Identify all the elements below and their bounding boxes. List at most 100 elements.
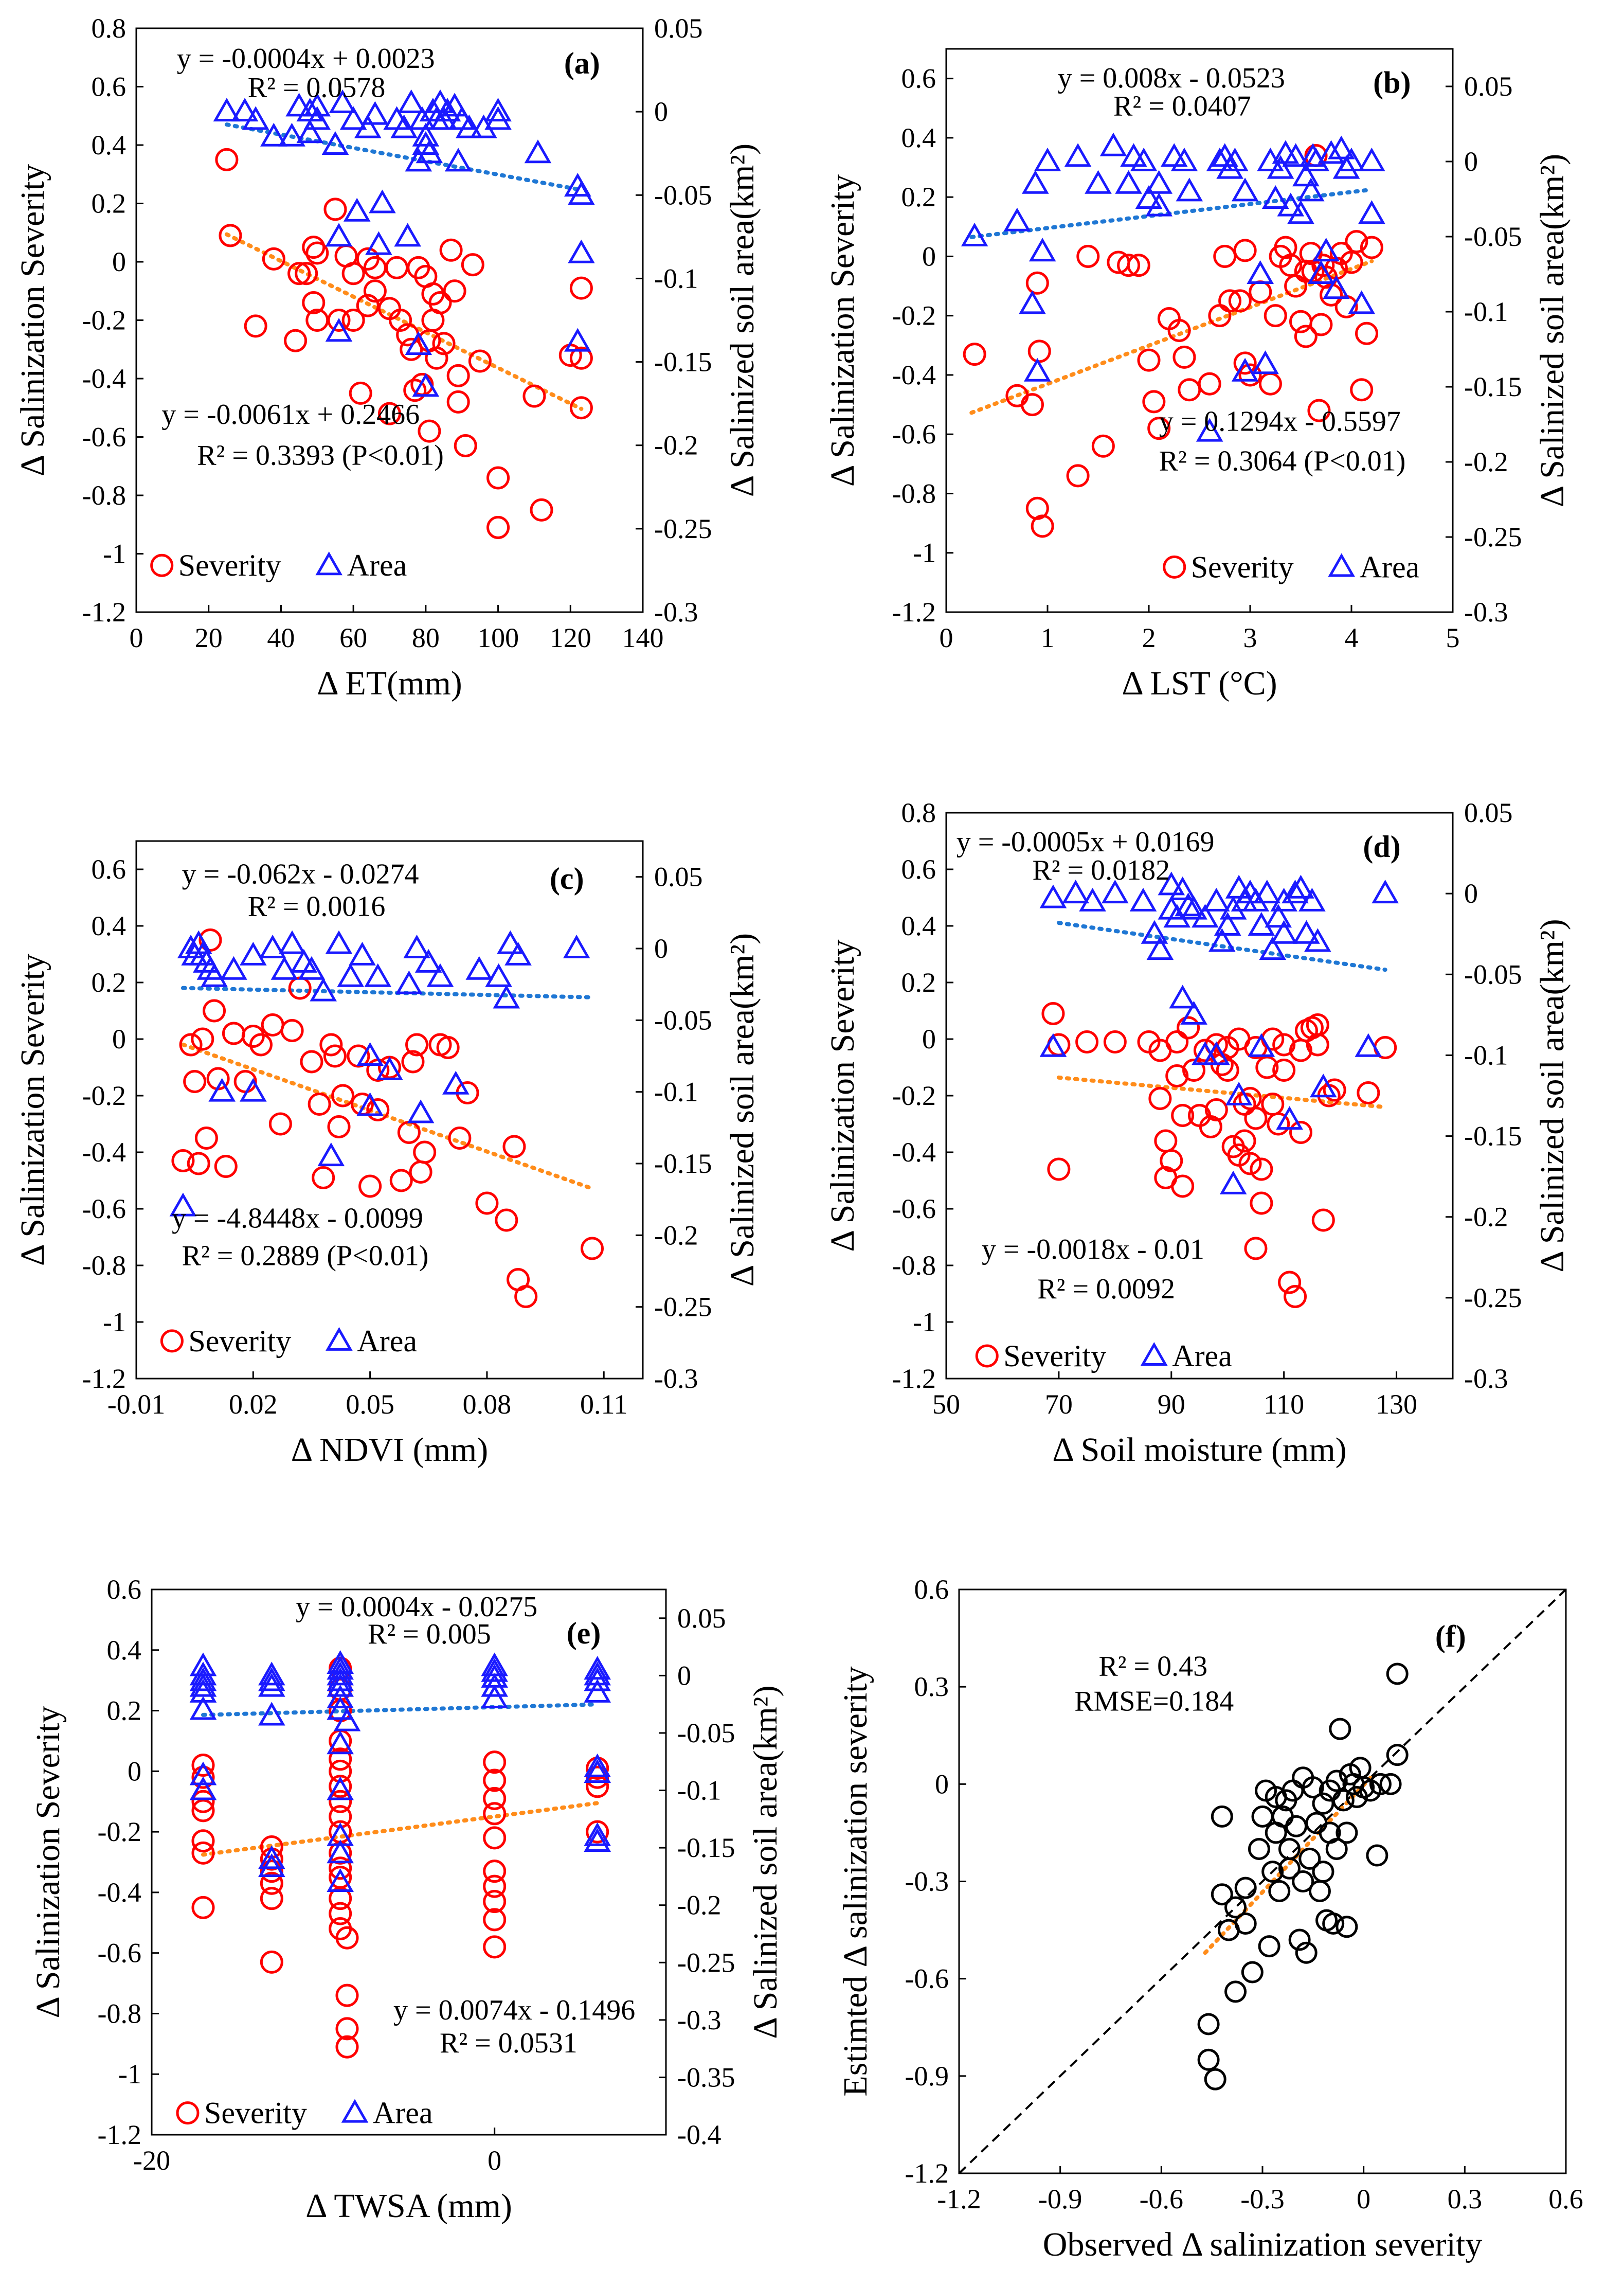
area-point — [169, 1192, 197, 1217]
area-point — [481, 1684, 508, 1708]
area-point — [327, 1868, 354, 1892]
area-point — [231, 98, 259, 122]
severity-point — [1307, 399, 1331, 422]
severity-r2: R² = 0.3393 (P<0.01) — [197, 440, 444, 472]
severity-point — [502, 1135, 526, 1158]
y-tick-label: 0.4 — [901, 122, 936, 153]
severity-point — [1076, 244, 1100, 268]
severity-point — [483, 1874, 507, 1898]
y-tick-label: 0.3 — [914, 1671, 949, 1702]
x-tick-label: 50 — [932, 1389, 960, 1420]
y-right-tick-label: -0.15 — [1464, 1121, 1522, 1152]
area-point — [189, 1696, 217, 1720]
area-point — [356, 1092, 384, 1116]
area-point — [327, 1839, 354, 1864]
severity-point — [443, 279, 466, 303]
area-point — [1158, 871, 1185, 896]
severity-point — [483, 1860, 507, 1883]
chart-panels: 0 20 40 60 80 100 120 140-1.2-1-0.8-0.6-0.4-0.2… — [14, 13, 1583, 2263]
x-tick-label: 20 — [195, 622, 223, 653]
area-equation: y = 0.008x - 0.0523 — [1058, 62, 1285, 94]
area-point — [584, 1822, 611, 1846]
y-tick-label: 0.6 — [92, 854, 127, 885]
severity-point — [284, 329, 308, 352]
area-r2: R² = 0.0182 — [1032, 854, 1170, 886]
y-right-tick-label: -0.15 — [654, 1148, 712, 1179]
area-point — [278, 930, 306, 954]
x-tick-label: -0.9 — [1038, 2184, 1082, 2214]
area-point — [504, 941, 532, 966]
area-point — [1214, 912, 1241, 936]
area-point — [1307, 260, 1335, 284]
area-point — [1003, 207, 1031, 231]
severity-point — [356, 294, 380, 317]
area-point — [568, 239, 595, 263]
area-trendline — [969, 187, 1374, 239]
area-point — [426, 963, 454, 987]
severity-point — [1250, 1191, 1273, 1215]
area-point — [1145, 170, 1173, 194]
y-tick-label: -0.4 — [98, 1877, 141, 1908]
area-point — [258, 1673, 285, 1697]
legend-area-marker — [326, 1327, 353, 1351]
severity-point — [1154, 1129, 1178, 1153]
severity-point — [483, 1908, 507, 1932]
severity-point — [366, 1098, 390, 1121]
area-point — [407, 1099, 435, 1123]
observed-point — [1211, 1883, 1233, 1906]
area-point — [1231, 177, 1259, 202]
area-point — [442, 1070, 470, 1095]
severity-point — [1193, 1039, 1217, 1062]
severity-point — [1216, 1059, 1239, 1082]
y-tick-label: -0.4 — [82, 363, 126, 394]
plot-frame — [135, 840, 644, 1380]
severity-point — [1299, 242, 1323, 265]
severity-point — [329, 1902, 352, 1925]
chart-panel-d: 50 70 90 110 130 -1.2 -1 -0.8 -0.6 -0.4 -0.2 0 0.2 0.… — [824, 797, 1571, 1469]
severity-point — [586, 1820, 609, 1844]
legend: Severity Area — [176, 2096, 433, 2130]
area-point — [1225, 874, 1253, 899]
area-point — [1267, 155, 1294, 179]
area-point — [213, 98, 241, 122]
severity-point — [319, 1033, 343, 1057]
y-tick-label: -1.2 — [82, 597, 126, 628]
legend-area-label: Area — [1172, 1339, 1232, 1373]
chart-panel-c: -0.01 0.02 0.05 0.08 0.11 -1.2 -1 -0.8 -0.6 -0.4 -… — [14, 840, 761, 1469]
severity-point — [461, 253, 484, 277]
area-point — [285, 93, 313, 117]
fit-trendline — [1203, 1772, 1376, 1955]
legend-area-label: Area — [357, 1324, 417, 1358]
severity-point — [1244, 1106, 1268, 1130]
severity-r2: R² = 0.0531 — [440, 2027, 578, 2059]
y-right-tick-label: -0.15 — [654, 347, 712, 378]
legend-area-marker — [1328, 553, 1356, 577]
area-point — [1099, 132, 1127, 156]
severity-point — [1309, 313, 1333, 336]
area-point — [493, 985, 520, 1009]
area-point — [208, 1078, 236, 1102]
severity-point — [483, 1826, 507, 1850]
y-tick-label: 0.6 — [901, 854, 936, 885]
observed-point — [1285, 1815, 1308, 1837]
area-point — [356, 1042, 384, 1066]
area-point — [584, 1667, 611, 1691]
area-point — [325, 930, 353, 954]
severity-point — [1244, 1237, 1268, 1260]
severity-point — [295, 262, 318, 285]
x-tick-label: 4 — [1345, 622, 1359, 653]
x-tick-label: 0 — [488, 2145, 501, 2176]
observed-point — [1386, 1744, 1409, 1766]
area-point — [1039, 884, 1067, 908]
area-point — [394, 223, 421, 247]
x-tick-label: 0 — [1357, 2184, 1370, 2214]
observed-point — [1234, 1912, 1257, 1935]
severity-point — [1066, 464, 1090, 488]
x-tick-label: 2 — [1142, 622, 1156, 653]
area-point — [395, 970, 423, 994]
area-point — [1206, 147, 1234, 171]
y-right-tick-label: -0.25 — [654, 513, 712, 544]
y-tick-label: 0.2 — [901, 182, 936, 212]
observed-point — [1234, 1877, 1257, 1899]
